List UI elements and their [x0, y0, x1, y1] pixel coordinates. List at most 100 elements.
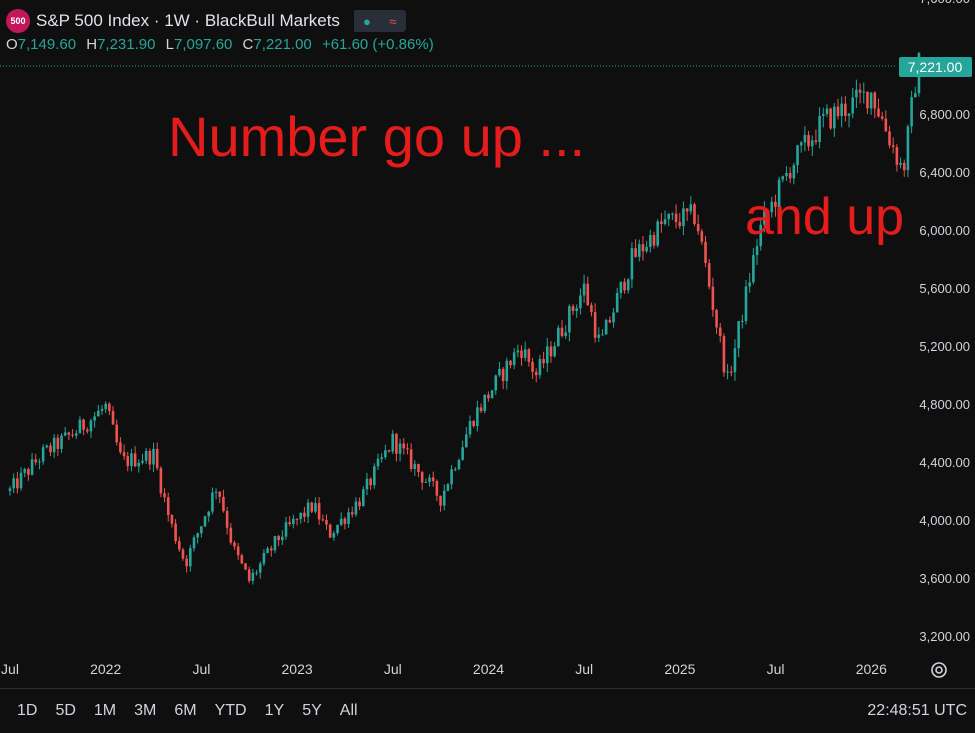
range-ytd-button[interactable]: YTD	[214, 702, 247, 719]
candle-body	[829, 108, 832, 129]
candle-body	[689, 204, 693, 212]
candle-body	[807, 134, 810, 147]
candle-body	[314, 503, 317, 512]
candle-body	[41, 447, 45, 462]
candle-body	[189, 548, 192, 567]
candle-body	[715, 309, 718, 328]
x-tick-label: 2023	[282, 661, 313, 677]
y-tick-label: 6,000.00	[919, 223, 970, 238]
utc-clock[interactable]: 22:48:51 UTC	[867, 702, 967, 719]
candle-body	[726, 371, 729, 373]
candle-body	[409, 449, 413, 469]
candle-body	[402, 443, 406, 449]
candle-body	[8, 488, 12, 491]
candle-body	[417, 463, 420, 473]
candle-body	[211, 492, 214, 512]
candle-body	[637, 244, 641, 257]
price-axis[interactable]: 3,200.00 3,600.00 4,000.00 4,400.00 4,800.00…	[919, 0, 970, 644]
gear-icon[interactable]	[928, 659, 950, 681]
candle-body	[770, 201, 774, 213]
candle-body	[575, 308, 579, 311]
candle-body	[446, 484, 450, 491]
candle-body	[472, 421, 475, 427]
candle-body	[851, 97, 855, 114]
candle-body	[649, 235, 652, 247]
candle-body	[777, 179, 781, 207]
candle-body	[612, 312, 615, 323]
range-1y-button[interactable]: 1Y	[264, 702, 285, 719]
market-open-icon[interactable]: ●	[353, 10, 380, 32]
candle-body	[310, 502, 314, 512]
candle-body	[27, 469, 30, 475]
candle-body	[303, 512, 306, 517]
candle-body	[431, 477, 435, 481]
candle-body	[67, 432, 71, 435]
range-all-button[interactable]: All	[339, 702, 358, 719]
last-price-tag-bg	[899, 57, 972, 77]
range-5d-button[interactable]: 5D	[55, 702, 76, 719]
candle-body	[325, 520, 328, 525]
range-1m-button[interactable]: 1M	[93, 702, 117, 719]
candle-body	[509, 360, 512, 366]
candle-body	[85, 429, 89, 432]
status-pill[interactable]: ● ≈	[353, 10, 406, 32]
chart-header: 500 S&P 500 Index · 1W · BlackBull Marke…	[6, 8, 440, 53]
candle-body	[185, 558, 188, 567]
candle-body	[450, 469, 453, 485]
candle-body	[170, 515, 174, 524]
candle-body	[674, 213, 678, 223]
candle-body	[30, 459, 34, 475]
candle-body	[667, 213, 671, 220]
candle-body	[361, 489, 365, 507]
candle-body	[468, 421, 472, 435]
range-3m-button[interactable]: 3M	[134, 702, 157, 719]
candle-body	[840, 103, 843, 117]
candle-body	[700, 231, 704, 242]
candle-body	[328, 524, 332, 538]
range-5y-button[interactable]: 5Y	[302, 702, 322, 719]
chart-canvas[interactable]: 3,200.00 3,600.00 4,000.00 4,400.00 4,800.00…	[0, 0, 975, 688]
candle-body	[752, 255, 755, 283]
candle-body	[207, 511, 211, 517]
time-axis[interactable]: Jul 2022 Jul 2023 Jul 2024 Jul 2025 Jul 2026	[1, 661, 887, 677]
candle-body	[512, 352, 516, 366]
range-1d-button[interactable]: 1D	[17, 702, 38, 719]
candle-body	[321, 519, 325, 521]
candle-body	[799, 142, 803, 146]
high-label: H	[86, 36, 98, 53]
last-price-label: 7,221.00	[908, 59, 963, 75]
candle-body	[862, 91, 866, 93]
range-6m-button[interactable]: 6M	[174, 702, 197, 719]
candle-body	[435, 480, 439, 496]
candle-body	[281, 536, 284, 541]
candle-body	[833, 106, 836, 129]
candle-body	[810, 140, 814, 147]
candle-body	[682, 208, 685, 227]
close-label: C	[242, 36, 254, 53]
candle-body	[818, 115, 821, 142]
candle-body	[869, 92, 873, 109]
candle-body	[763, 210, 766, 225]
x-tick-label: Jul	[384, 661, 402, 677]
candle-body	[766, 210, 770, 213]
candle-body	[45, 445, 49, 448]
x-tick-label: Jul	[575, 661, 593, 677]
candle-body	[38, 461, 41, 463]
candle-body	[347, 512, 350, 524]
symbol-title[interactable]: S&P 500 Index · 1W · BlackBull Markets	[36, 11, 340, 30]
candle-body	[148, 450, 152, 465]
candle-body	[200, 526, 203, 534]
candle-body	[159, 468, 163, 494]
candle-body	[332, 533, 336, 538]
candle-body	[549, 346, 553, 357]
delayed-data-icon[interactable]: ≈	[379, 10, 406, 32]
candle-body	[439, 495, 442, 506]
y-tick-label: 6,400.00	[919, 165, 970, 180]
candle-body	[288, 522, 291, 525]
candle-body	[877, 108, 880, 117]
candle-body	[461, 447, 464, 460]
candle-body	[365, 478, 369, 490]
x-tick-label: 2022	[90, 661, 121, 677]
candle-body	[844, 103, 847, 116]
candle-body	[384, 450, 387, 458]
